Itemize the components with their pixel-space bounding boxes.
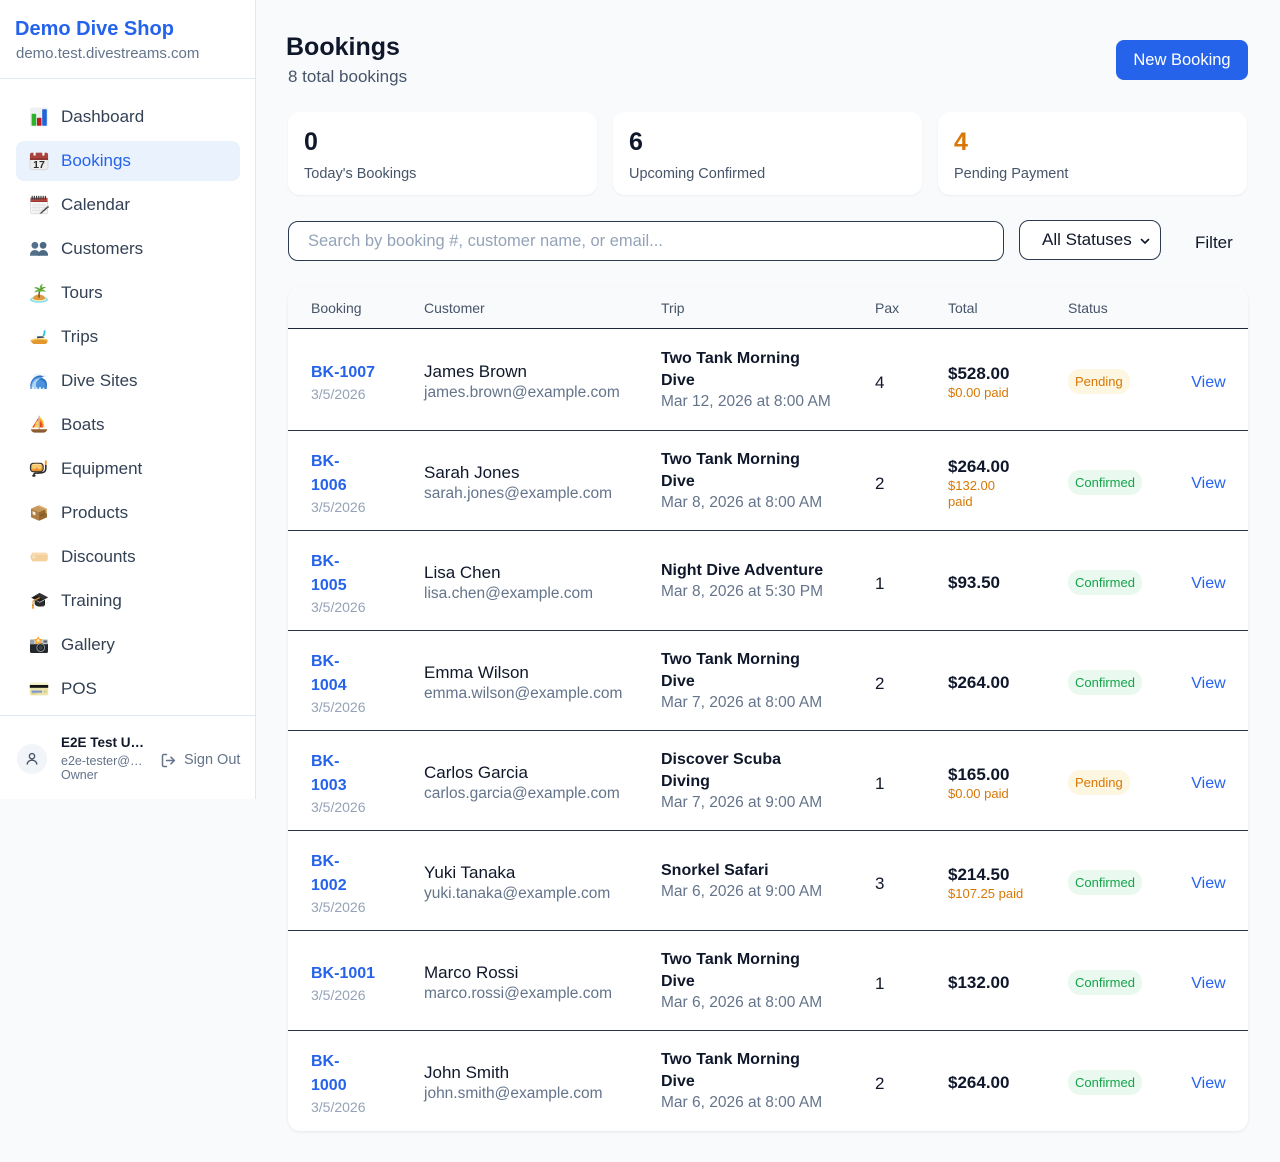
svg-text:17: 17 [33, 159, 45, 171]
